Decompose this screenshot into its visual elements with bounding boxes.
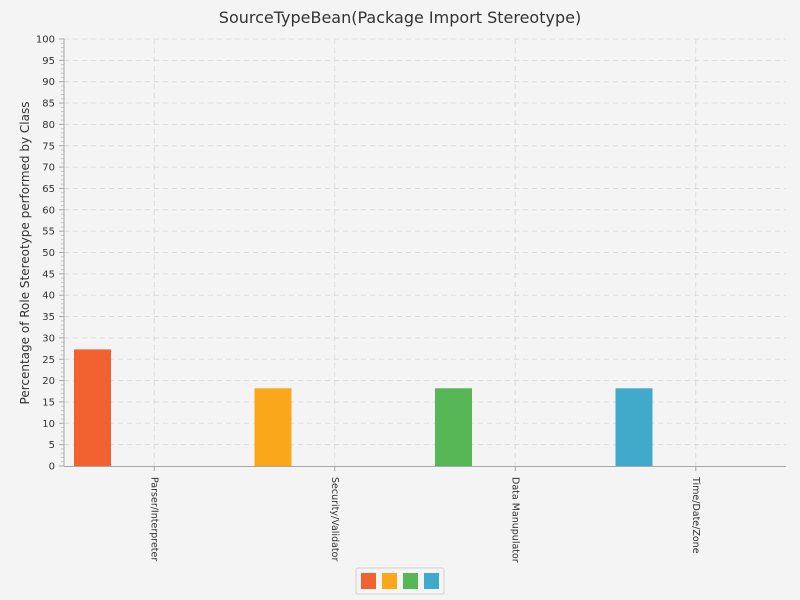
bars [74, 349, 653, 466]
y-tick-label: 55 [42, 227, 55, 238]
y-tick-label: 35 [42, 312, 55, 323]
y-tick-label: 65 [42, 184, 55, 195]
y-axis: 0 5 10 15 20 25 30 35 40 45 50 55 60 65 70 75 80 85 90 95 10… [36, 35, 65, 473]
y-tick-label: 95 [42, 56, 55, 67]
bar [74, 349, 111, 466]
bar [254, 388, 292, 466]
y-tick-label: 15 [42, 397, 55, 408]
y-tick-label: 25 [42, 355, 55, 366]
legend-swatch [382, 573, 397, 589]
y-tick-label: 100 [36, 35, 55, 46]
y-tick-label: 90 [42, 77, 55, 88]
y-tick-label: 30 [42, 333, 55, 344]
y-tick-label: 50 [42, 248, 55, 259]
legend [355, 567, 445, 595]
legend-swatch [424, 573, 439, 589]
y-tick-label: 85 [42, 99, 55, 110]
y-tick-label: 0 [49, 462, 55, 473]
x-axis: Parser/Interpreter Security/Validator Data… [64, 466, 786, 563]
y-tick-label: 60 [42, 205, 55, 216]
x-tick-label: Parser/Interpreter [148, 477, 159, 561]
y-tick-label: 20 [42, 376, 55, 387]
y-tick-label: 80 [42, 120, 55, 131]
y-tick-label: 70 [42, 163, 55, 174]
x-tick-label: Time/Date/Zone [690, 476, 701, 554]
y-tick-label: 75 [42, 141, 55, 152]
y-tick-label: 5 [49, 440, 55, 451]
y-tick-label: 45 [42, 269, 55, 280]
legend-box [355, 567, 445, 595]
x-tick-label: Security/Validator [329, 477, 340, 561]
bar [435, 388, 472, 466]
x-tick-label: Data Manupulator [509, 477, 520, 563]
y-tick-label: 40 [42, 291, 55, 302]
y-axis-label: Percentage of Role Stereotype performed … [18, 102, 32, 405]
grid-lines [64, 38, 786, 466]
y-tick-label: 10 [42, 419, 55, 430]
legend-swatch [403, 573, 418, 589]
chart-title: SourceTypeBean(Package Import Stereotype… [219, 8, 581, 27]
legend-swatch [361, 573, 376, 589]
bar [615, 388, 653, 466]
